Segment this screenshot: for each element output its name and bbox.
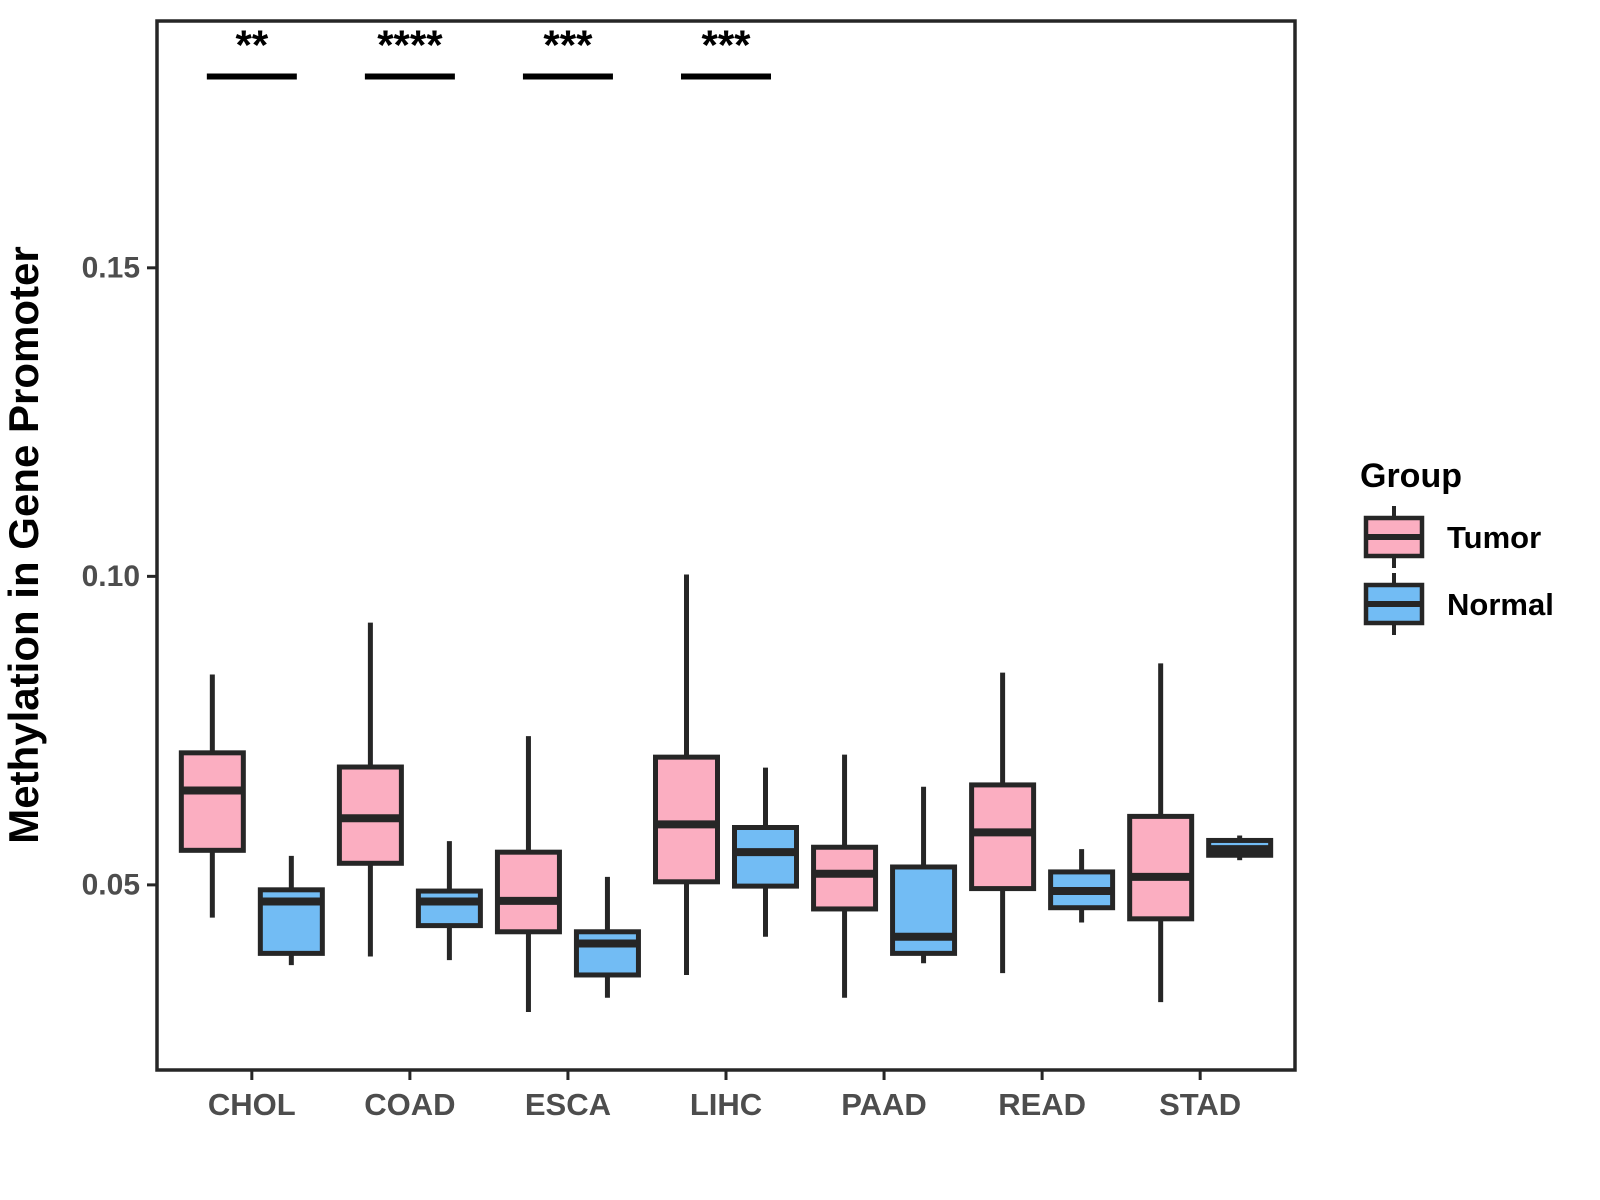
legend-entry-label-normal: Normal	[1447, 587, 1554, 622]
boxplot-LIHC-tumor-box	[653, 754, 720, 885]
significance-label-LIHC: ***	[701, 22, 751, 69]
legend-entry-label-tumor: Tumor	[1447, 520, 1541, 555]
boxplot-LIHC-normal-box	[732, 824, 799, 889]
boxplot-ESCA-normal-box	[573, 929, 641, 978]
x-axis-tick-label-ESCA: ESCA	[525, 1087, 611, 1122]
significance-label-CHOL: **	[235, 22, 268, 69]
panel-border	[155, 19, 1297, 1072]
legend-title: Group	[1360, 457, 1462, 495]
significance-label-COAD: ****	[377, 22, 443, 69]
legend: Group Tumor Normal	[1360, 457, 1554, 622]
boxplot-CHOL-tumor-box	[178, 750, 246, 853]
boxplot-READ-tumor-box	[969, 782, 1037, 892]
x-axis-tick-label-LIHC: LIHC	[690, 1087, 762, 1122]
y-axis-tick-label: 0.10	[82, 560, 140, 593]
x-axis-tick-label-READ: READ	[998, 1087, 1086, 1122]
x-axis-tick-label-COAD: COAD	[364, 1087, 455, 1122]
y-axis-tick-label: 0.15	[82, 251, 140, 284]
boxplot-COAD-normal-box	[415, 888, 483, 929]
significance-label-ESCA: ***	[543, 22, 593, 69]
plot-area: 0.05 0.10 0.15 CHOL COAD ESCA LIHC PAAD READ STAD…	[82, 19, 1425, 1122]
x-axis-tick-label-PAAD: PAAD	[841, 1087, 927, 1122]
boxplot-STAD-tumor-box	[1127, 813, 1195, 922]
y-axis-tick-label: 0.05	[82, 868, 140, 901]
boxplot-ESCA-tumor-box	[494, 849, 562, 935]
y-axis-title: Methylation in Gene Promoter	[0, 246, 47, 843]
x-axis-tick-label-CHOL: CHOL	[208, 1087, 296, 1122]
boxplot-PAAD-tumor-box	[811, 844, 879, 912]
x-axis-tick-label-STAD: STAD	[1159, 1087, 1241, 1122]
